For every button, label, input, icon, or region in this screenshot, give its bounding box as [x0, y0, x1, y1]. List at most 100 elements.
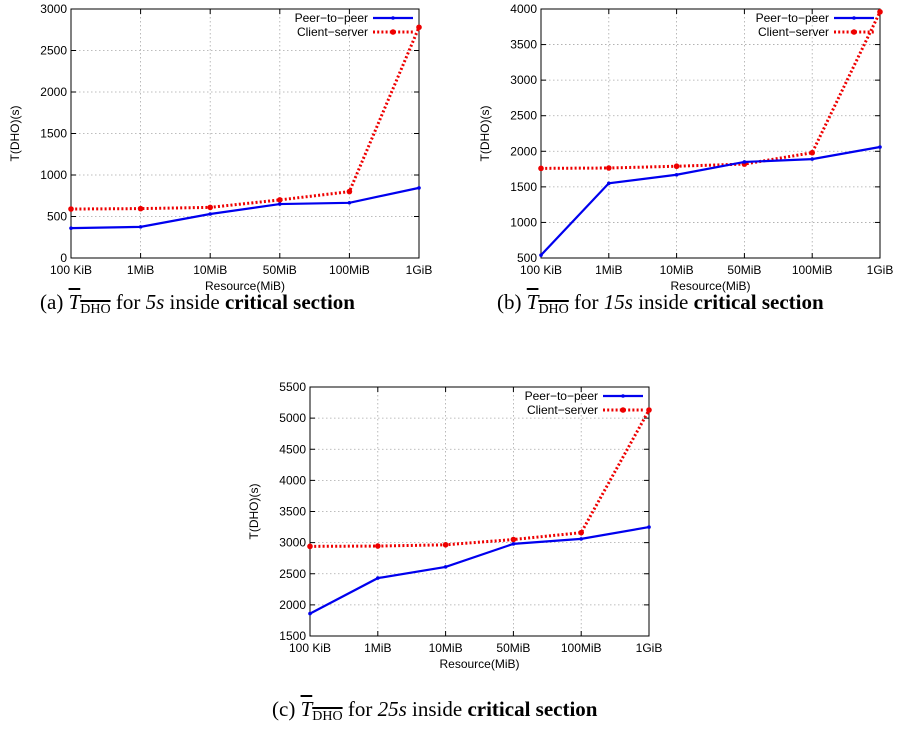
data-point — [511, 542, 516, 546]
series-line-client-server — [309, 409, 651, 548]
y-tick-label: 3000 — [279, 536, 306, 550]
data-point — [208, 212, 212, 216]
data-point — [137, 205, 144, 212]
legend-marker — [620, 407, 626, 413]
legend-label: Client−server — [527, 403, 598, 417]
x-tick-label: 1MiB — [364, 641, 391, 655]
data-point — [277, 197, 283, 203]
y-tick-label: 1000 — [510, 215, 537, 229]
data-point — [376, 576, 380, 580]
y-tick-label: 2500 — [279, 567, 306, 581]
caption-symbol: TDHO — [526, 290, 569, 317]
x-tick-label: 50MiB — [727, 263, 761, 277]
data-point — [809, 149, 815, 156]
data-point — [416, 24, 422, 31]
caption-bold: critical section — [693, 290, 824, 314]
data-point — [647, 525, 651, 529]
data-point — [207, 204, 213, 211]
y-tick-label: 1500 — [279, 629, 306, 643]
x-tick-label: 100MiB — [329, 263, 370, 277]
series-line-peer-to-peer — [70, 186, 420, 230]
series-line-client-server — [540, 11, 882, 170]
legend-label: Peer−to−peer — [295, 11, 368, 25]
legend-marker — [390, 29, 396, 35]
data-point — [538, 165, 544, 172]
series-line-peer-to-peer — [309, 525, 650, 615]
chart-panel-a: 0 500 1000 1500 2000 2500 3000 100 KiB 1MiB 10MiB… — [0, 0, 440, 305]
x-axis-label: Resource(MiB) — [670, 279, 750, 293]
legend-label: Client−server — [297, 25, 368, 39]
y-tick-label: 4500 — [279, 442, 306, 456]
x-tick-label: 1GiB — [636, 641, 663, 655]
y-tick-label: 3000 — [40, 2, 67, 16]
y-tick-label: 3500 — [510, 38, 537, 52]
x-tick-label: 100 KiB — [50, 263, 92, 277]
y-tick-label: 2000 — [40, 85, 67, 99]
caption-c: (c) TDHO for 25s inside critical section — [272, 697, 598, 724]
x-tick-label: 100MiB — [561, 641, 602, 655]
x-tick-label: 100 KiB — [289, 641, 331, 655]
x-tick-label: 50MiB — [496, 641, 530, 655]
chart-b: 500 1000 1500 2000 2500 3000 3500 4000 100 KiB 1M… — [478, 2, 894, 293]
legend-marker — [852, 16, 856, 20]
y-tick-label: 2500 — [510, 109, 537, 123]
y-tick-label: 3500 — [279, 505, 306, 519]
x-tick-label: 100MiB — [792, 263, 833, 277]
data-point — [579, 537, 583, 541]
y-axis-label: T(DHO)(s) — [247, 484, 261, 540]
x-tick-label: 1GiB — [406, 263, 433, 277]
legend-marker — [391, 16, 395, 20]
y-tick-label: 3000 — [510, 73, 537, 87]
y-tick-label: 1000 — [40, 168, 67, 182]
caption-a: (a) TDHO for 5s inside critical section — [40, 290, 355, 317]
x-tick-label: 10MiB — [429, 641, 463, 655]
caption-prefix: (c) — [272, 697, 296, 721]
data-point — [68, 206, 74, 212]
y-tick-label: 1500 — [510, 180, 537, 194]
data-point — [674, 172, 679, 177]
legend-marker — [851, 29, 857, 35]
caption-time: 15s — [603, 290, 633, 314]
plot-frame — [540, 8, 881, 259]
x-tick-label: 1MiB — [127, 263, 154, 277]
data-point — [742, 160, 747, 164]
chart-panel-c: 1500 2000 2500 3000 3500 4000 4500 5000 5500 100 … — [228, 378, 673, 683]
data-point — [810, 157, 814, 161]
x-tick-label: 1GiB — [867, 263, 894, 277]
x-tick-label: 10MiB — [193, 263, 227, 277]
legend-label: Client−server — [758, 25, 829, 39]
data-point — [417, 186, 421, 190]
data-point — [539, 253, 543, 257]
data-point — [443, 565, 448, 569]
data-point — [578, 529, 584, 536]
data-point — [442, 542, 449, 548]
caption-bold: critical section — [224, 290, 355, 314]
data-point — [307, 543, 313, 550]
y-tick-label: 4000 — [279, 473, 306, 487]
data-point — [646, 407, 652, 413]
y-tick-label: 500 — [47, 210, 67, 224]
caption-symbol: TDHO — [300, 697, 343, 724]
y-axis-label: T(DHO)(s) — [8, 106, 22, 162]
data-point — [138, 225, 143, 229]
data-point — [69, 226, 73, 230]
series-line-client-server — [70, 26, 421, 211]
y-tick-label: 4000 — [510, 2, 537, 16]
y-tick-label: 2500 — [40, 44, 67, 58]
y-tick-label: 0 — [60, 251, 67, 265]
y-tick-label: 5000 — [279, 411, 306, 425]
y-tick-label: 5500 — [279, 380, 306, 394]
data-point — [510, 536, 517, 543]
x-axis-label: Resource(MiB) — [205, 279, 285, 293]
data-point — [606, 165, 612, 171]
data-point — [877, 9, 883, 15]
data-point — [673, 163, 680, 170]
x-axis-label: Resource(MiB) — [439, 657, 519, 671]
caption-time: 5s — [145, 290, 165, 314]
y-axis-label: T(DHO)(s) — [478, 106, 492, 162]
chart-panel-b: 500 1000 1500 2000 2500 3000 3500 4000 100 KiB 1M… — [450, 0, 895, 305]
x-tick-label: 100 KiB — [520, 263, 562, 277]
x-tick-label: 10MiB — [660, 263, 694, 277]
legend-label: Peer−to−peer — [756, 11, 829, 25]
y-tick-label: 1500 — [40, 127, 67, 141]
